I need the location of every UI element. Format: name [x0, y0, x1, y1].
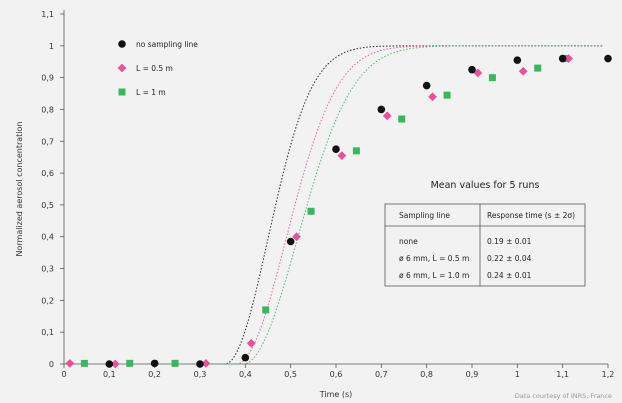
- x-tick-label: 0,8: [420, 370, 433, 379]
- x-tick-label: 0,9: [466, 370, 479, 379]
- table-title: Mean values for 5 runs: [431, 180, 540, 191]
- y-tick-label: 0,4: [41, 233, 54, 242]
- data-point-diamond: [564, 54, 573, 63]
- y-tick-label: 0,3: [41, 265, 54, 274]
- y-tick-label: 0,1: [41, 328, 54, 337]
- x-tick-label: 0,6: [330, 370, 343, 379]
- data-point-square: [352, 147, 360, 155]
- credit-text: Data courtesy of INRS, France: [515, 392, 612, 400]
- legend-marker-diamond: [117, 63, 127, 73]
- data-point-diamond: [473, 68, 483, 78]
- data-point-diamond: [246, 338, 256, 348]
- data-point-square: [488, 74, 496, 82]
- table-cell: 0.24 ± 0.01: [487, 271, 532, 280]
- y-tick-label: 0,5: [41, 201, 54, 210]
- table-cell: none: [399, 237, 418, 246]
- x-tick-label: 0,7: [375, 370, 388, 379]
- y-tick-label: 1,1: [41, 10, 54, 19]
- data-point-square: [126, 359, 134, 367]
- legend-label: no sampling line: [136, 40, 198, 49]
- table-header-cell: Sampling line: [399, 211, 450, 220]
- data-point-diamond: [337, 151, 347, 160]
- x-tick-label: 0,5: [284, 370, 297, 379]
- x-tick-label: 1,2: [602, 370, 615, 379]
- x-axis-title: Time (s): [319, 390, 353, 399]
- x-tick-label: 1: [515, 370, 520, 379]
- y-tick-label: 0,7: [41, 137, 54, 146]
- data-point-circle: [241, 353, 250, 362]
- y-tick-label: 0: [49, 360, 54, 369]
- results-table: Mean values for 5 runs Sampling line Respo…: [384, 180, 586, 287]
- legend-marker-circle: [118, 40, 126, 48]
- data-point-circle: [377, 105, 386, 114]
- data-point-diamond: [382, 111, 392, 121]
- data-point-square: [262, 306, 270, 314]
- data-point-circle: [422, 81, 431, 90]
- data-point-circle: [196, 360, 204, 368]
- table-cell: 0.22 ± 0.04: [487, 254, 532, 263]
- data-point-diamond: [201, 358, 211, 368]
- y-tick-label: 0,2: [41, 296, 54, 305]
- x-tick-label: 0,1: [103, 370, 116, 379]
- data-point-circle: [604, 54, 612, 63]
- data-point-square: [443, 91, 451, 99]
- legend-label: L = 1 m: [136, 88, 166, 97]
- legend-marker-square: [118, 88, 126, 96]
- data-points: [65, 54, 612, 369]
- data-point-square: [171, 359, 179, 367]
- axes: 0 0,1 0,2 0,3 0,4 0,5 0,6 0,7 0,8 0,9 1 1,1 1,2 0 0,1 0…: [15, 10, 614, 399]
- table-cell: ø 6 mm, L = 0.5 m: [399, 254, 469, 263]
- x-tick-label: 0,4: [239, 370, 252, 379]
- data-point-circle: [286, 237, 295, 246]
- data-point-diamond: [428, 92, 437, 102]
- data-point-square: [80, 359, 88, 367]
- data-point-square: [307, 207, 315, 215]
- data-point-square: [534, 64, 542, 72]
- data-point-square: [398, 115, 406, 123]
- data-point-circle: [468, 65, 476, 74]
- data-point-diamond: [518, 66, 528, 76]
- data-point-diamond: [65, 358, 75, 368]
- x-tick-label: 0,3: [194, 370, 207, 379]
- fit-curve-2: [200, 45, 604, 365]
- fit-curve-3: [200, 45, 604, 365]
- y-axis-title: Normalized aerosol concentration: [15, 122, 24, 257]
- legend-label: L = 0.5 m: [136, 64, 173, 73]
- table-header-cell: Response time (s ± 2σ): [487, 211, 575, 220]
- table-border: [384, 203, 586, 287]
- x-tick-label: 0,2: [148, 370, 161, 379]
- x-tick-label: 1,1: [556, 370, 569, 379]
- data-point-circle: [558, 54, 567, 63]
- x-tick-label: 0: [61, 370, 66, 379]
- y-tick-label: 0,8: [41, 105, 54, 114]
- legend: no sampling line L = 0.5 m L = 1 m: [117, 40, 198, 97]
- y-tick-label: 1: [49, 42, 54, 51]
- data-point-circle: [105, 360, 114, 368]
- data-point-circle: [150, 359, 159, 368]
- data-point-diamond: [110, 359, 120, 369]
- data-point-diamond: [292, 232, 301, 242]
- y-tick-label: 0,9: [41, 74, 54, 83]
- fit-curve-1: [200, 45, 604, 365]
- data-point-circle: [332, 145, 340, 154]
- fit-curves: [200, 45, 604, 365]
- data-point-circle: [513, 56, 522, 64]
- table-cell: ø 6 mm, L = 1.0 m: [399, 271, 469, 280]
- y-tick-label: 0,6: [41, 169, 54, 178]
- table-cell: 0.19 ± 0.01: [487, 237, 532, 246]
